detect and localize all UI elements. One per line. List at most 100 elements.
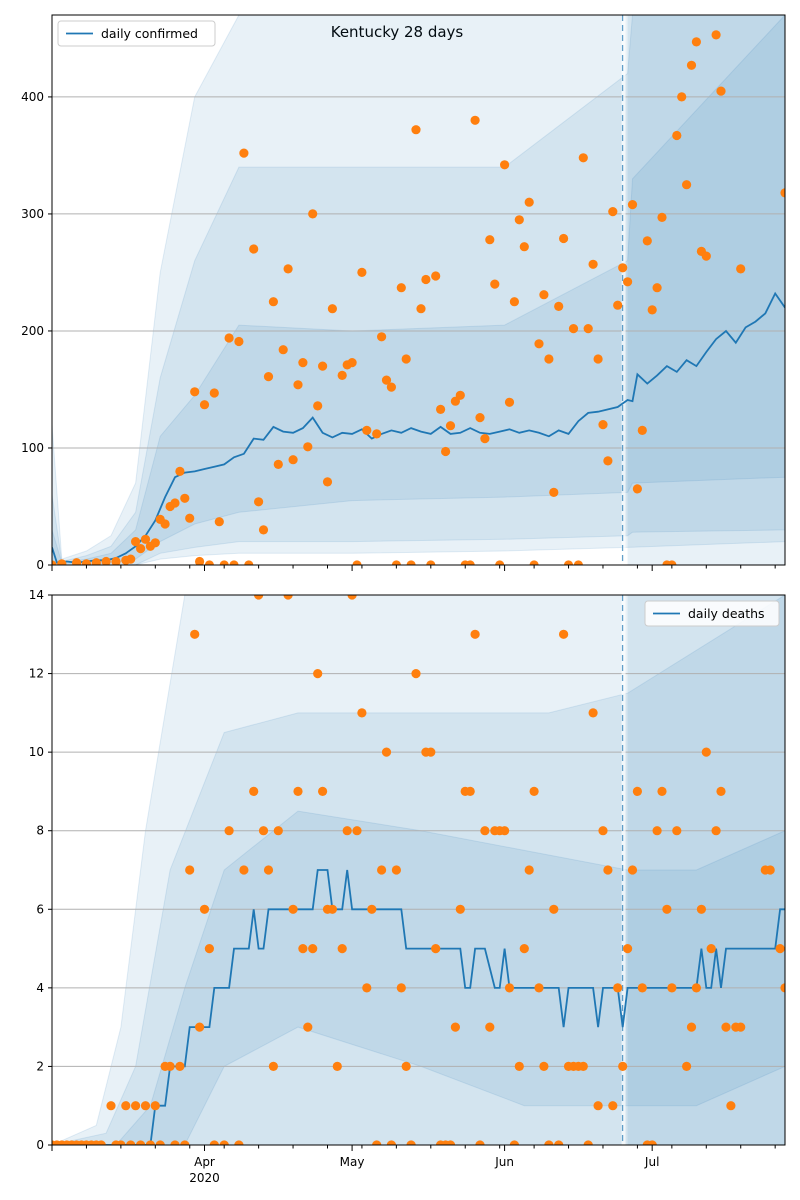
observed-point — [199, 904, 210, 914]
observed-point — [667, 560, 677, 565]
observed-point — [313, 669, 323, 679]
observed-point — [765, 865, 775, 875]
observed-point — [362, 425, 372, 435]
y-tick-label: 100 — [21, 441, 44, 455]
observed-point — [322, 477, 333, 487]
observed-point — [140, 1101, 151, 1111]
observed-point — [357, 267, 367, 277]
observed-point — [682, 1061, 692, 1071]
observed-point — [686, 1022, 697, 1032]
y-tick-label: 14 — [29, 588, 44, 602]
observed-point — [431, 944, 441, 954]
observed-point — [509, 1140, 519, 1145]
observed-point — [500, 826, 510, 836]
observed-point — [500, 160, 510, 170]
observed-point — [185, 513, 195, 523]
observed-point — [514, 215, 524, 225]
observed-point — [652, 283, 662, 293]
legend-box — [644, 600, 780, 627]
observed-point — [667, 983, 677, 993]
observed-point — [170, 1140, 180, 1145]
observed-point — [637, 983, 647, 993]
observed-point — [327, 904, 337, 914]
observed-point — [613, 300, 623, 310]
observed-point — [549, 904, 559, 914]
observed-point — [318, 786, 328, 797]
uncertainty-band-outer — [52, 595, 785, 1145]
observed-point — [131, 537, 141, 547]
observed-point — [603, 865, 613, 875]
observed-point — [337, 370, 347, 380]
observed-point — [691, 37, 702, 47]
observed-point — [136, 544, 146, 554]
observed-point — [126, 554, 136, 564]
observed-point — [81, 559, 91, 565]
observed-point — [441, 446, 451, 457]
plot-area — [52, 595, 785, 1145]
observed-point — [268, 1061, 278, 1071]
observed-point — [155, 1140, 165, 1145]
observed-point — [539, 290, 549, 300]
observed-point — [180, 493, 190, 503]
observed-point — [165, 1061, 175, 1071]
observed-point — [711, 826, 721, 836]
observed-point — [396, 283, 406, 293]
observed-point — [652, 826, 662, 836]
y-tick-label: 200 — [21, 324, 44, 338]
observed-point — [170, 498, 180, 508]
observed-point — [342, 826, 352, 836]
observed-point — [337, 944, 347, 954]
observed-point — [254, 595, 264, 600]
forecast-region — [627, 595, 785, 1145]
observed-point — [529, 560, 539, 565]
axes-frame — [51, 14, 786, 566]
observed-point — [421, 274, 431, 285]
observed-point — [559, 233, 569, 244]
observed-point — [475, 413, 485, 423]
observed-point — [249, 244, 259, 254]
observed-point — [111, 556, 121, 565]
observed-point — [386, 382, 396, 392]
observed-point — [524, 865, 534, 875]
x-tick-label: Apr — [194, 1155, 215, 1169]
x-tick-label: Jun — [494, 1155, 514, 1169]
observed-point — [549, 487, 559, 497]
observed-point — [308, 209, 318, 219]
observed-point — [52, 560, 57, 565]
observed-point — [185, 865, 195, 875]
observed-point — [239, 148, 249, 158]
legend: daily confirmed — [57, 20, 216, 47]
observed-point — [686, 60, 697, 70]
observed-point — [544, 1140, 554, 1145]
median-line — [52, 869, 785, 1145]
observed-point — [495, 560, 505, 565]
observed-point — [180, 1140, 190, 1145]
observed-point — [780, 188, 785, 198]
y-tick-label: 10 — [29, 745, 44, 759]
observed-point — [583, 1140, 593, 1145]
observed-point — [701, 747, 711, 757]
legend-label: daily confirmed — [101, 26, 198, 41]
observed-point — [381, 375, 392, 385]
observed-point — [465, 786, 475, 797]
observed-point — [721, 1022, 731, 1032]
chart-panel-2: 0 2 4 6 8 10 12 14 Apr May Jun Jul 2020 daily deaths — [29, 588, 786, 1185]
observed-point — [140, 534, 151, 544]
y-tick-label: 12 — [29, 667, 44, 681]
observed-point — [254, 497, 264, 507]
observed-point — [150, 538, 160, 548]
observed-point — [519, 944, 529, 954]
observed-point — [288, 904, 298, 914]
observed-point — [195, 1022, 205, 1032]
observed-point — [258, 826, 269, 836]
observed-point — [603, 456, 613, 466]
observed-point — [608, 1101, 618, 1111]
observed-point — [175, 466, 185, 476]
observed-point — [480, 826, 490, 836]
observed-point — [775, 944, 785, 954]
observed-point — [706, 944, 716, 954]
observed-point — [136, 1140, 146, 1145]
observed-point — [381, 747, 392, 757]
x-tick-label: May — [340, 1155, 365, 1169]
